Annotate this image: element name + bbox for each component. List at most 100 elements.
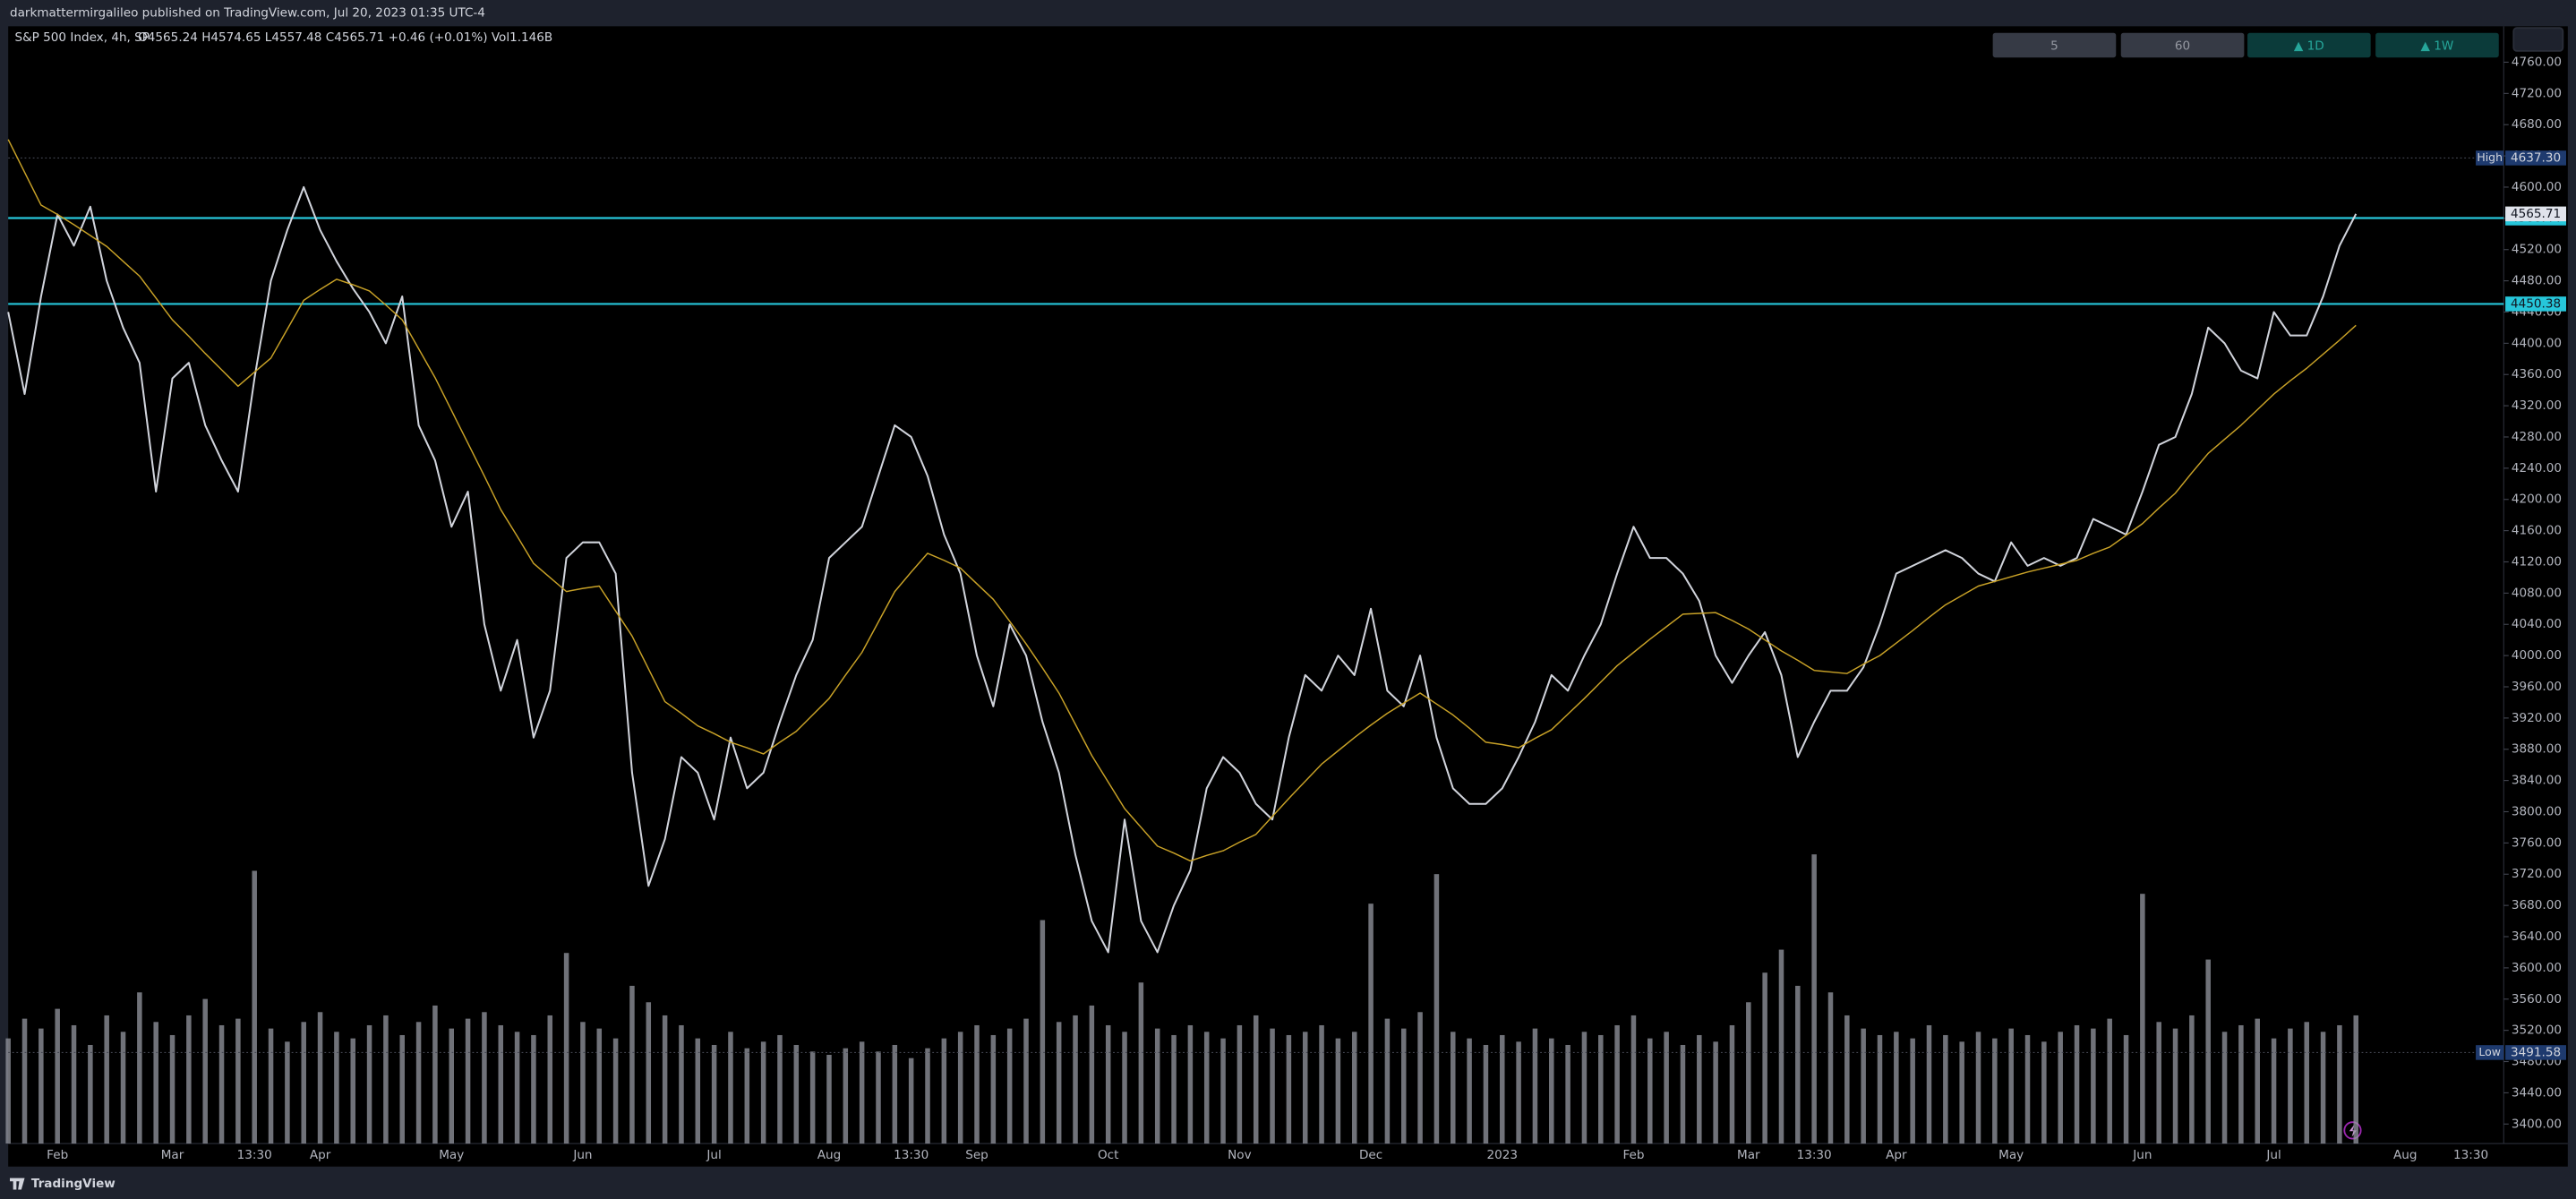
volume-bar [744,1048,750,1144]
volume-bar [1105,1024,1111,1144]
high-tag-label: High [2477,150,2503,164]
x-tick-label: Jul [2265,1148,2281,1162]
interval-label[interactable]: ▲ 1D [2294,39,2324,53]
low-tag [2476,1045,2504,1060]
high-tag [2476,150,2504,166]
volume-bar [2320,1032,2326,1144]
volume-bar [2107,1018,2112,1144]
volume-bar [1203,1032,1210,1144]
volume-bar [1286,1034,1292,1144]
volume-bar [498,1024,504,1144]
volume-bar [1827,992,1834,1144]
y-tick-label: 3440.00 [2512,1085,2562,1100]
footer-brand: TradingView [31,1177,116,1191]
volume-bar [777,1034,783,1144]
interval-label[interactable]: 5 [2050,39,2058,53]
volume-bar [1664,1032,1669,1144]
high-price-box [2505,150,2566,166]
volume-bar [679,1024,684,1144]
x-tick-label: 13:30 [1797,1148,1832,1162]
volume-bar [317,1012,323,1144]
scale-button[interactable] [2512,27,2564,52]
volume-bar [2288,1028,2293,1144]
volume-bar [2123,1034,2129,1144]
volume-bar [1811,854,1817,1144]
x-tick-label: 2023 [1487,1148,1519,1162]
volume-bar [252,870,257,1144]
volume-bar [2172,1028,2178,1144]
volume-bar [104,1015,109,1144]
volume-bar [892,1044,898,1144]
volume-bar [334,1032,339,1144]
y-tick-label: 4280.00 [2512,430,2562,444]
x-tick-label: Jun [572,1148,592,1162]
volume-bar [285,1041,290,1144]
volume-bar [2255,1018,2260,1144]
volume-bar [1138,982,1144,1144]
volume-bar [760,1041,766,1144]
publish-header: darkmattermirgalileo published on Tradin… [10,6,485,21]
y-tick-label: 4120.00 [2512,554,2562,569]
volume-bar [415,1022,422,1144]
volume-bar [2337,1024,2342,1144]
volume-bar [169,1034,175,1144]
price-line [7,185,2358,954]
volume-bar [2074,1024,2080,1144]
volume-bar [1910,1038,1915,1144]
volume-bar [1368,904,1374,1144]
x-tick-label: May [1998,1148,2024,1162]
volume-bar [1762,972,1767,1144]
y-tick-label: 3760.00 [2512,835,2562,850]
interval-button[interactable] [2375,32,2499,58]
x-tick-label: Oct [1098,1148,1118,1162]
volume-bar [1598,1034,1604,1144]
volume-bar [547,1015,553,1144]
volume-bar [1417,1012,1423,1144]
volume-bar [2041,1041,2047,1144]
volume-bar [695,1038,701,1144]
volume-bar [1006,1028,1013,1144]
interval-button[interactable] [2247,32,2371,58]
volume-bar [1351,1032,1357,1144]
y-tick-label: 4720.00 [2512,86,2562,100]
volume-bar [1040,920,1046,1144]
volume-bar [1630,1015,1637,1144]
y-tick-label: 4200.00 [2512,492,2562,507]
volume-bar [612,1038,619,1144]
volume-bar [1483,1044,1489,1144]
interval-button[interactable] [2120,32,2245,58]
x-tick-label: Nov [1228,1148,1251,1162]
volume-bar [350,1038,355,1144]
level-price-box [2505,296,2566,312]
volume-bar [2304,1022,2309,1144]
y-tick-label: 3720.00 [2512,867,2562,881]
volume-bar [2221,1032,2228,1144]
interval-label[interactable]: 60 [2175,39,2190,53]
volume-bar [1697,1034,1702,1144]
volume-bar [1844,1015,1850,1144]
volume-bar [1581,1032,1588,1144]
volume-bar [301,1022,306,1144]
volume-bar [859,1041,865,1144]
volume-bar [186,1015,192,1144]
y-tick-label: 4040.00 [2512,617,2562,631]
volume-bar [1433,874,1440,1144]
volume-bar [482,1012,487,1144]
volume-bar [925,1048,930,1144]
volume-bar [1237,1024,1243,1144]
interval-button[interactable] [1992,32,2117,58]
volume-bar [1171,1034,1177,1144]
volume-bar [2189,1015,2195,1144]
volume-bar [1565,1044,1570,1144]
y-tick-label: 4160.00 [2512,524,2562,538]
interval-label[interactable]: ▲ 1W [2421,39,2454,53]
volume-bar [1122,1032,1127,1144]
volume-bar [2353,1015,2358,1144]
alert-icon[interactable] [2343,1121,2362,1140]
volume-bar [1926,1024,1932,1144]
volume-bar [2024,1034,2031,1144]
volume-bar [88,1044,93,1144]
volume-bar [563,953,569,1144]
volume-bar [218,1024,225,1144]
